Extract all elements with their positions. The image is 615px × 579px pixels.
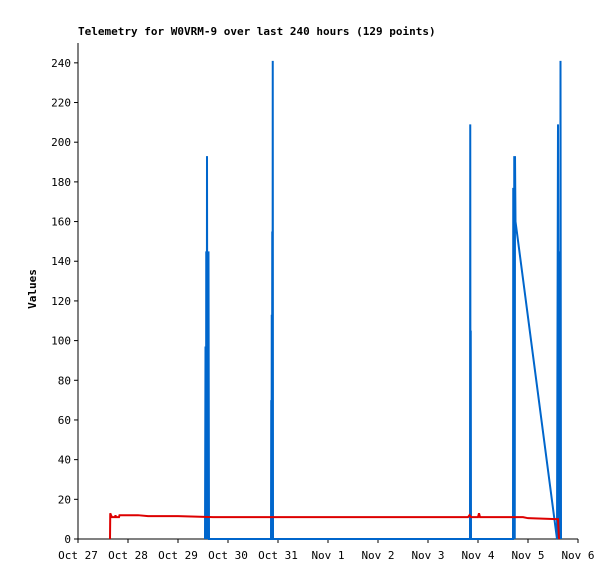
y-tick-label: 60 xyxy=(58,414,71,427)
y-axis-label: Values xyxy=(26,269,39,309)
y-tick-label: 180 xyxy=(51,176,71,189)
y-tick-label: 40 xyxy=(58,454,71,467)
x-tick-label: Nov 1 xyxy=(311,549,344,562)
y-tick-label: 240 xyxy=(51,57,71,70)
y-tick-label: 120 xyxy=(51,295,71,308)
series-layer xyxy=(109,60,562,540)
x-axis-ticks: Oct 27 Oct 28 Oct 29 Oct 30 Oct 31 Nov 1 Nov 2… xyxy=(58,539,595,562)
plot-frame xyxy=(77,43,578,540)
chart-title: Telemetry for W0VRM-9 over last 240 hour… xyxy=(78,25,436,38)
y-tick-label: 0 xyxy=(64,533,71,546)
x-tick-label: Oct 31 xyxy=(258,549,298,562)
y-tick-label: 100 xyxy=(51,335,71,348)
y-tick-label: 220 xyxy=(51,97,71,110)
x-tick-label: Nov 5 xyxy=(511,549,544,562)
x-tick-label: Nov 6 xyxy=(561,549,594,562)
series-line-1 xyxy=(204,60,562,540)
y-axis-ticks: 0 20 40 60 80 100 120 140 160 180 200 220 240 xyxy=(51,57,78,546)
x-tick-label: Oct 30 xyxy=(208,549,248,562)
x-tick-label: Nov 2 xyxy=(361,549,394,562)
y-tick-label: 140 xyxy=(51,255,71,268)
series-line-2 xyxy=(109,512,560,540)
x-tick-label: Nov 3 xyxy=(411,549,444,562)
y-tick-label: 160 xyxy=(51,216,71,229)
y-tick-label: 200 xyxy=(51,136,71,149)
y-tick-label: 80 xyxy=(58,374,71,387)
x-tick-label: Oct 27 xyxy=(58,549,98,562)
x-tick-label: Nov 4 xyxy=(461,549,494,562)
x-tick-label: Oct 29 xyxy=(158,549,198,562)
y-tick-label: 20 xyxy=(58,493,71,506)
x-tick-label: Oct 28 xyxy=(108,549,148,562)
